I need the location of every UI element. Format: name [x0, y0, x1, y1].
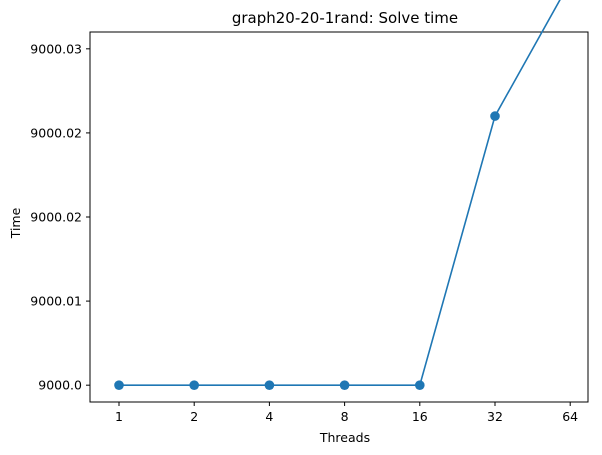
data-point [264, 380, 275, 390]
x-tick-label: 4 [265, 409, 273, 424]
data-point [114, 380, 124, 390]
x-axis-label: Threads [319, 430, 370, 445]
y-tick-label: 9000.03 [30, 41, 82, 56]
x-tick-label: 8 [341, 409, 349, 424]
x-axis: 1 2 4 8 16 32 64 [115, 402, 578, 424]
x-tick-label: 32 [487, 409, 503, 424]
y-tick-label: 9000.02 [30, 125, 82, 140]
x-tick-label: 16 [412, 409, 428, 424]
y-tick-label: 9000.02 [30, 210, 82, 225]
y-tick-label: 9000.0 [38, 378, 82, 393]
data-point [490, 111, 500, 121]
x-tick-label: 1 [115, 409, 123, 424]
y-axis-label: Time [8, 207, 23, 239]
series-layer [114, 0, 561, 390]
data-point [189, 380, 199, 390]
x-tick-label: 2 [190, 409, 198, 424]
data-point [339, 380, 350, 390]
y-axis: 9000.0 9000.01 9000.02 9000.02 9000.03 [30, 41, 90, 393]
x-tick-label: 64 [562, 409, 578, 424]
y-tick-label: 9000.01 [30, 294, 82, 309]
chart-title: graph20-20-1rand: Solve time [232, 9, 458, 27]
data-point [415, 380, 425, 390]
